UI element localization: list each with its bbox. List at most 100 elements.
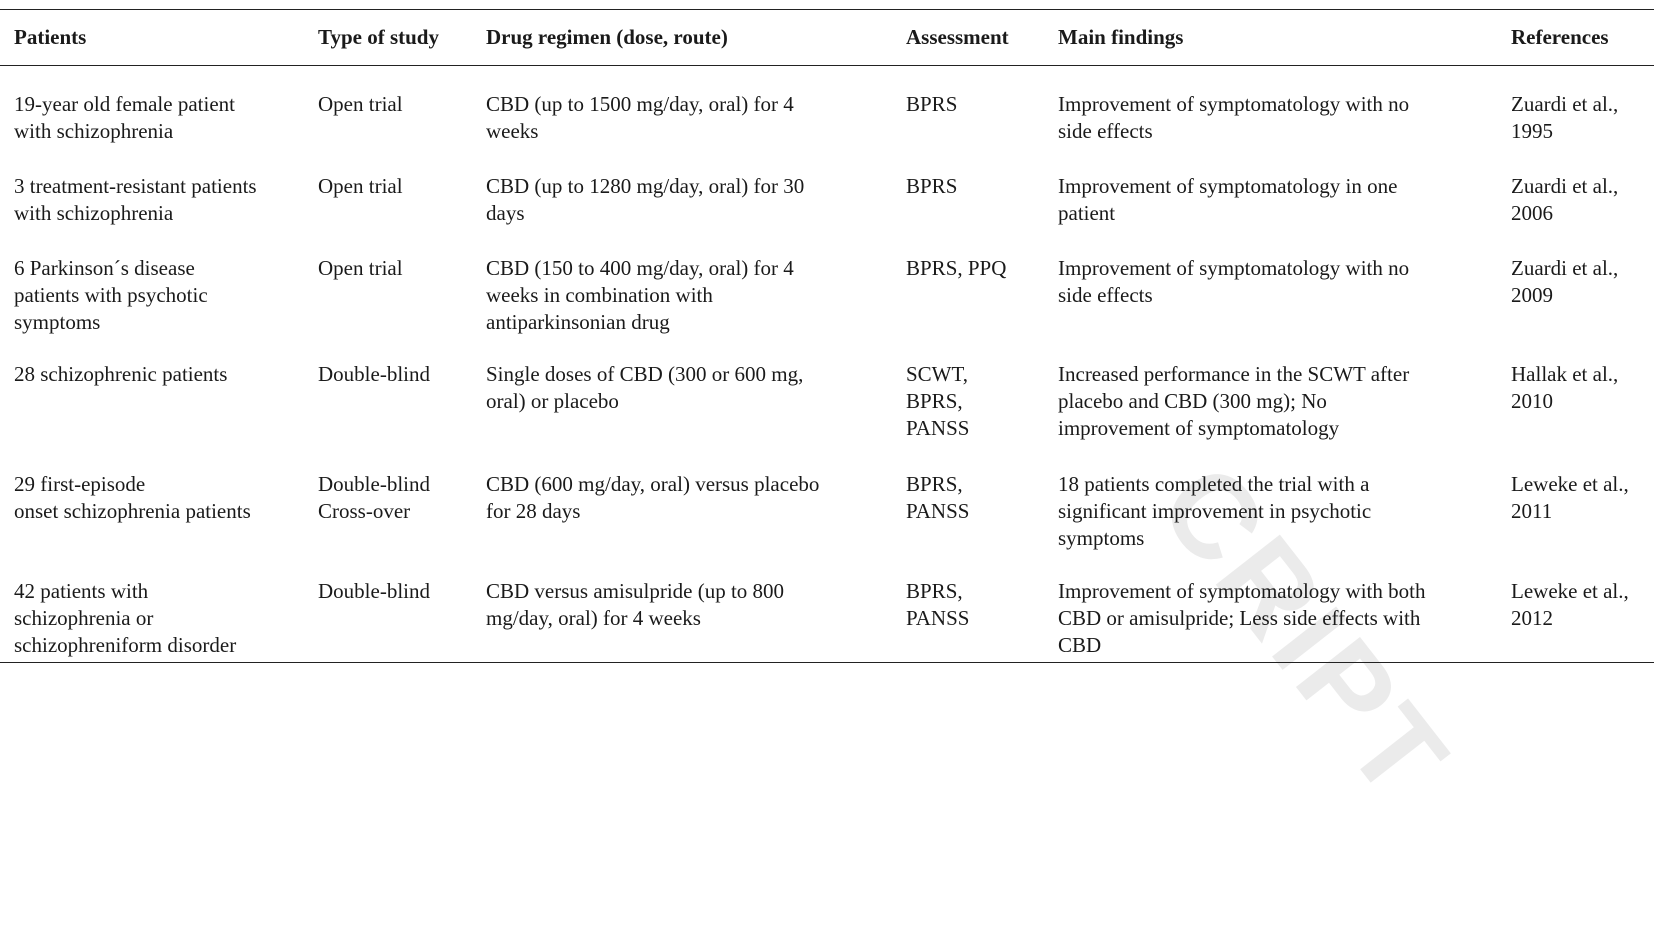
cell-references-line: 1995 xyxy=(1511,119,1553,143)
cell-references-line: Zuardi et al., xyxy=(1511,256,1619,280)
table-row: 19-year old female patient with schizophr… xyxy=(0,66,1654,149)
cell-assessment-line: PANSS xyxy=(906,499,970,523)
cell-type-of-study-line: Open trial xyxy=(318,256,403,280)
cell-main-findings: Improvement of symptomatology with both C… xyxy=(1044,554,1497,663)
cell-assessment-line: PANSS xyxy=(906,416,970,440)
cell-drug-regimen: CBD (150 to 400 mg/day, oral) for 4 weeks… xyxy=(472,230,892,338)
header-main-findings: Main findings xyxy=(1058,25,1184,49)
studies-table: Patients Type of study Drug regimen (dos… xyxy=(0,9,1654,663)
cell-patients-line: schizophrenia or xyxy=(14,606,154,630)
cell-drug-regimen: CBD versus amisulpride (up to 800 mg/day,… xyxy=(472,554,892,663)
cell-patients-line: symptoms xyxy=(14,310,101,334)
cell-type-of-study: Open trial xyxy=(304,230,472,338)
table-row: 28 schizophrenic patients Double-blind Sin… xyxy=(0,338,1654,447)
cell-assessment-line: SCWT, xyxy=(906,362,969,386)
cell-main-findings-line: significant improvement in psychotic xyxy=(1058,499,1372,523)
cell-references: Leweke et al., 2012 xyxy=(1497,554,1654,663)
table-row: 29 first-episode onset schizophrenia pati… xyxy=(0,447,1654,554)
cell-references: Hallak et al., 2010 xyxy=(1497,338,1654,447)
cell-drug-regimen-line: CBD (150 to 400 mg/day, oral) for 4 xyxy=(486,256,794,280)
cell-references-line: Zuardi et al., xyxy=(1511,92,1619,116)
cell-references: Zuardi et al., 2006 xyxy=(1497,148,1654,230)
cell-type-of-study-line: Double-blind xyxy=(318,362,430,386)
cell-assessment: BPRS xyxy=(892,148,1044,230)
cell-references-line: Zuardi et al., xyxy=(1511,174,1619,198)
cell-type-of-study: Double-blind xyxy=(304,554,472,663)
header-assessment: Assessment xyxy=(906,25,1009,49)
cell-main-findings-line: Improvement of symptomatology with no xyxy=(1058,92,1410,116)
cell-patients-line: patients with psychotic xyxy=(14,283,208,307)
cell-patients-line: with schizophrenia xyxy=(14,119,174,143)
cell-patients: 3 treatment-resistant patients with schiz… xyxy=(0,148,304,230)
cell-main-findings-line: Improvement of symptomatology in one xyxy=(1058,174,1398,198)
cell-assessment-line: BPRS xyxy=(906,174,958,198)
cell-type-of-study-line: Open trial xyxy=(318,92,403,116)
cell-assessment-line: BPRS, xyxy=(906,389,963,413)
cell-references-line: 2009 xyxy=(1511,283,1553,307)
cell-main-findings: Improvement of symptomatology in one pati… xyxy=(1044,148,1497,230)
cell-drug-regimen-line: oral) or placebo xyxy=(486,389,619,413)
cell-main-findings-line: symptoms xyxy=(1058,526,1145,550)
studies-table-container: Patients Type of study Drug regimen (dos… xyxy=(0,9,1654,663)
cell-drug-regimen-line: CBD versus amisulpride (up to 800 xyxy=(486,579,785,603)
cell-drug-regimen: CBD (600 mg/day, oral) versus placebo for… xyxy=(472,447,892,554)
table-header: Patients Type of study Drug regimen (dos… xyxy=(0,9,1654,66)
cell-main-findings: Improvement of symptomatology with no sid… xyxy=(1044,66,1497,149)
cell-assessment: SCWT, BPRS, PANSS xyxy=(892,338,1044,447)
cell-references-line: Hallak et al., xyxy=(1511,362,1619,386)
cell-patients-line: with schizophrenia xyxy=(14,201,174,225)
cell-references: Zuardi et al., 1995 xyxy=(1497,66,1654,149)
header-row: Patients Type of study Drug regimen (dos… xyxy=(0,9,1654,66)
cell-main-findings: Improvement of symptomatology with no sid… xyxy=(1044,230,1497,338)
cell-drug-regimen: Single doses of CBD (300 or 600 mg, oral)… xyxy=(472,338,892,447)
cell-patients-line: 28 schizophrenic patients xyxy=(14,362,228,386)
cell-drug-regimen-line: for 28 days xyxy=(486,499,581,523)
header-type-of-study: Type of study xyxy=(318,25,439,49)
table-row: 42 patients with schizophrenia or schizoph… xyxy=(0,554,1654,663)
cell-main-findings-line: side effects xyxy=(1058,119,1153,143)
cell-references-line: 2010 xyxy=(1511,389,1553,413)
cell-assessment-line: BPRS, xyxy=(906,472,963,496)
cell-main-findings-line: Improvement of symptomatology with both xyxy=(1058,579,1426,603)
cell-patients-line: schizophreniform disorder xyxy=(14,633,237,657)
cell-patients: 28 schizophrenic patients xyxy=(0,338,304,447)
cell-main-findings-line: 18 patients completed the trial with a xyxy=(1058,472,1370,496)
cell-references-line: Leweke et al., xyxy=(1511,472,1629,496)
table-row: 3 treatment-resistant patients with schiz… xyxy=(0,148,1654,230)
cell-main-findings-line: CBD or amisulpride; Less side effects wi… xyxy=(1058,606,1421,630)
cell-main-findings: 18 patients completed the trial with a si… xyxy=(1044,447,1497,554)
header-patients: Patients xyxy=(14,25,87,49)
cell-references-line: Leweke et al., xyxy=(1511,579,1629,603)
header-drug-regimen: Drug regimen (dose, route) xyxy=(486,25,728,49)
cell-patients-line: 6 Parkinson´s disease xyxy=(14,256,195,280)
cell-type-of-study-line: Double-blind xyxy=(318,579,430,603)
cell-references-line: 2012 xyxy=(1511,606,1553,630)
cell-drug-regimen-line: Single doses of CBD (300 or 600 mg, xyxy=(486,362,804,386)
cell-main-findings-line: improvement of symptomatology xyxy=(1058,416,1340,440)
cell-patients: 6 Parkinson´s disease patients with psych… xyxy=(0,230,304,338)
cell-references-line: 2011 xyxy=(1511,499,1553,523)
cell-type-of-study: Double-blind xyxy=(304,338,472,447)
cell-patients-line: 19-year old female patient xyxy=(14,92,235,116)
cell-drug-regimen: CBD (up to 1280 mg/day, oral) for 30 days xyxy=(472,148,892,230)
cell-references-line: 2006 xyxy=(1511,201,1553,225)
cell-assessment: BPRS xyxy=(892,66,1044,149)
table-row: 6 Parkinson´s disease patients with psych… xyxy=(0,230,1654,338)
cell-assessment-line: BPRS, PPQ xyxy=(906,256,1007,280)
cell-patients: 42 patients with schizophrenia or schizoph… xyxy=(0,554,304,663)
cell-drug-regimen-line: CBD (up to 1280 mg/day, oral) for 30 xyxy=(486,174,805,198)
cell-assessment: BPRS, PPQ xyxy=(892,230,1044,338)
cell-type-of-study: Double-blind Cross-over xyxy=(304,447,472,554)
cell-patients: 19-year old female patient with schizophr… xyxy=(0,66,304,149)
cell-patients-line: 3 treatment-resistant patients xyxy=(14,174,257,198)
cell-drug-regimen-line: mg/day, oral) for 4 weeks xyxy=(486,606,701,630)
cell-drug-regimen-line: weeks in combination with xyxy=(486,283,713,307)
cell-main-findings: Increased performance in the SCWT after p… xyxy=(1044,338,1497,447)
cell-type-of-study-line: Cross-over xyxy=(318,499,411,523)
cell-patients-line: 42 patients with xyxy=(14,579,149,603)
cell-drug-regimen-line: CBD (up to 1500 mg/day, oral) for 4 xyxy=(486,92,794,116)
cell-assessment-line: BPRS xyxy=(906,92,958,116)
cell-patients: 29 first-episode onset schizophrenia pati… xyxy=(0,447,304,554)
cell-drug-regimen-line: weeks xyxy=(486,119,539,143)
cell-drug-regimen-line: CBD (600 mg/day, oral) versus placebo xyxy=(486,472,820,496)
